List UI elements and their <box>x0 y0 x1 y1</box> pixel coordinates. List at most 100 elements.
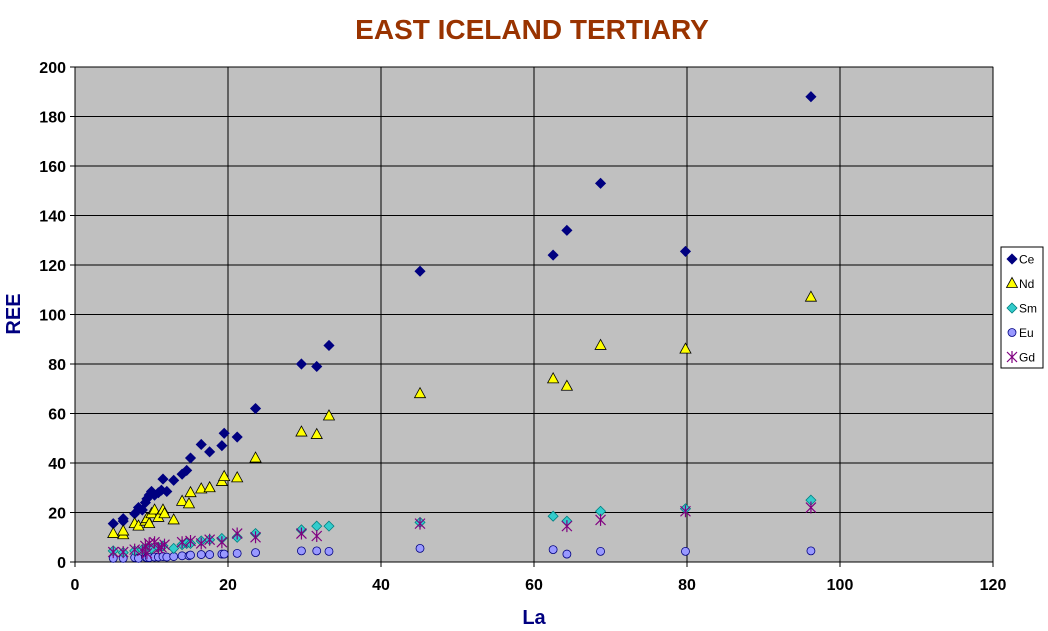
x-tick-label: 80 <box>678 577 696 594</box>
y-tick-label: 100 <box>39 308 66 325</box>
y-tick-label: 20 <box>48 506 66 523</box>
point-nd <box>107 526 120 538</box>
point-nd <box>143 516 156 529</box>
point-gd <box>141 547 153 560</box>
legend-label-gd: Gd <box>1019 351 1035 365</box>
point-ce <box>547 249 559 261</box>
point-gd <box>296 527 307 540</box>
point-ce <box>204 446 216 458</box>
point-nd <box>546 372 560 384</box>
x-tick-label: 20 <box>219 577 237 594</box>
point-gd <box>231 527 243 540</box>
point-eu <box>219 549 229 559</box>
point-eu <box>324 546 334 556</box>
legend: Ce Nd Sm Eu Gd <box>1000 246 1044 369</box>
point-nd <box>310 427 323 439</box>
x-tick-label: 60 <box>525 577 543 594</box>
point-nd <box>413 386 427 399</box>
point-nd <box>295 425 308 437</box>
point-nd <box>203 480 216 493</box>
point-eu <box>196 550 206 559</box>
point-gd <box>311 530 323 543</box>
point-ce <box>117 513 129 525</box>
point-ce <box>157 473 169 485</box>
y-axis-title: REE <box>3 293 25 334</box>
x-axis-title: La <box>522 607 546 629</box>
point-nd <box>804 290 818 302</box>
y-tick-label: 160 <box>39 159 66 176</box>
point-ce <box>181 464 193 476</box>
legend-marker-sm <box>1006 302 1018 314</box>
x-tick-label: 120 <box>980 577 1007 594</box>
legend-marker-gd <box>1006 351 1018 363</box>
point-nd <box>182 497 196 509</box>
point-ce <box>216 440 228 452</box>
point-nd <box>594 338 607 350</box>
point-sm <box>323 520 335 532</box>
series-ce <box>107 91 817 530</box>
y-tick-label: 140 <box>39 209 66 226</box>
tick-labels: 0 20 40 60 80 100 120 140 160 180 200 0 20 40 60 80 100 1… <box>39 60 1006 594</box>
point-ce <box>679 245 692 257</box>
point-ce <box>184 452 197 464</box>
legend-label-eu: Eu <box>1019 326 1034 340</box>
legend-label-sm: Sm <box>1019 302 1037 316</box>
point-eu <box>806 546 816 556</box>
point-eu <box>596 546 605 556</box>
point-ce <box>231 431 243 443</box>
point-nd <box>231 471 244 483</box>
legend-label-ce: Ce <box>1019 253 1035 267</box>
point-eu <box>312 546 322 556</box>
x-tick-label: 40 <box>372 577 390 594</box>
point-gd <box>595 513 606 526</box>
series-gd <box>107 501 817 560</box>
legend-marker-eu <box>1007 328 1017 337</box>
point-sm <box>547 510 559 522</box>
point-nd <box>158 506 171 519</box>
y-tick-label: 0 <box>57 555 66 572</box>
point-eu <box>251 548 260 557</box>
point-gd <box>159 538 170 551</box>
series-nd <box>107 290 818 540</box>
point-ce <box>561 224 573 236</box>
point-gd <box>204 533 216 546</box>
point-ce <box>249 402 262 415</box>
chart-title: EAST ICELAND TERTIARY <box>355 14 709 45</box>
y-tick-label: 80 <box>48 357 66 374</box>
point-nd <box>217 469 231 482</box>
point-gd <box>107 546 119 559</box>
y-tick-label: 40 <box>48 456 66 473</box>
legend-marker-ce <box>1006 253 1018 265</box>
point-nd <box>195 482 208 494</box>
legend-label-nd: Nd <box>1019 277 1034 291</box>
point-eu <box>186 550 195 560</box>
point-ce <box>311 360 323 373</box>
point-gd <box>216 536 228 549</box>
point-ce <box>594 177 607 189</box>
x-tick-label: 100 <box>827 577 854 594</box>
point-gd <box>414 517 426 530</box>
y-tick-label: 120 <box>39 258 66 275</box>
data-points <box>107 91 818 563</box>
y-tick-label: 180 <box>39 110 66 127</box>
point-gd <box>195 537 207 550</box>
point-ce <box>323 339 335 352</box>
point-gd <box>680 505 691 518</box>
point-nd <box>117 524 130 536</box>
point-ce <box>161 485 173 498</box>
point-nd <box>148 503 161 515</box>
point-nd <box>175 494 189 506</box>
point-ce <box>218 427 230 439</box>
point-nd <box>184 485 197 498</box>
point-eu <box>205 550 215 559</box>
axes <box>70 66 994 567</box>
gridlines <box>75 66 994 562</box>
point-eu <box>562 549 572 559</box>
point-nd <box>249 451 262 463</box>
point-ce <box>168 474 180 486</box>
x-tick-label: 0 <box>71 577 80 594</box>
y-tick-label: 200 <box>39 60 66 77</box>
point-eu <box>232 548 242 558</box>
point-ce <box>195 438 207 451</box>
